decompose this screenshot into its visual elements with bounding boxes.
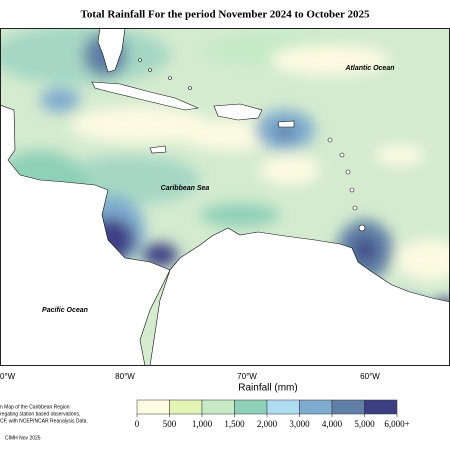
ocean-label: Pacific Ocean [42, 307, 88, 314]
colorbar-tick-label: 5,000 [354, 419, 375, 429]
colorbar-tick-label: 500 [163, 419, 177, 429]
longitude-label: 60°W [360, 372, 380, 381]
rainfall-map: Atlantic Ocean Caribbean Sea Pacific Oce… [0, 28, 450, 366]
cuba [91, 81, 200, 111]
south-america [149, 227, 450, 366]
colorbar-swatch [201, 399, 235, 415]
colorbar-swatch [266, 399, 300, 415]
colorbar-tick-label: 4,000 [322, 419, 343, 429]
lesser-antilles [138, 58, 366, 232]
colorbar: 0 500 1,000 1,500 2,000 3,000 4,000 5,000 6,000+ [135, 399, 410, 429]
colorbar-swatch [364, 399, 398, 415]
longitude-label: 0°W [0, 372, 16, 381]
colorbar-swatch [234, 399, 268, 415]
colorbar-tick-label: 1,000 [192, 419, 213, 429]
footnote-line: n Map of the Caribbean Region [0, 404, 70, 410]
map-title: Total Rainfall For the period November 2… [81, 9, 370, 21]
longitude-label: 80°W [115, 372, 135, 381]
colorbar-tick-label: 6,000+ [384, 419, 409, 429]
central-america [0, 104, 171, 366]
legend-title: Rainfall (mm) [238, 383, 297, 394]
colorbar-swatch [136, 399, 170, 415]
hispaniola [213, 103, 263, 121]
longitude-label: 70°W [237, 372, 257, 381]
footnote-line: regating station based observations, [0, 411, 80, 417]
colorbar-tick-label: 0 [135, 419, 140, 429]
puerto-rico [277, 120, 295, 128]
colorbar-swatch [299, 399, 333, 415]
colorbar-tick-label: 2,000 [257, 419, 278, 429]
footnote-line: CF, with NCEP/NCAR Reanalysis Data. [0, 418, 88, 424]
colorbar-swatch [169, 399, 203, 415]
ocean-label: Atlantic Ocean [344, 65, 394, 72]
jamaica [149, 145, 167, 154]
colorbar-swatch [331, 399, 365, 415]
footnote-credit: CIMH Nov 2025 [5, 435, 41, 441]
colorbar-tick-label: 3,000 [289, 419, 310, 429]
ocean-label: Caribbean Sea [161, 185, 210, 192]
florida [97, 28, 126, 73]
colorbar-tick-label: 1,500 [224, 419, 245, 429]
